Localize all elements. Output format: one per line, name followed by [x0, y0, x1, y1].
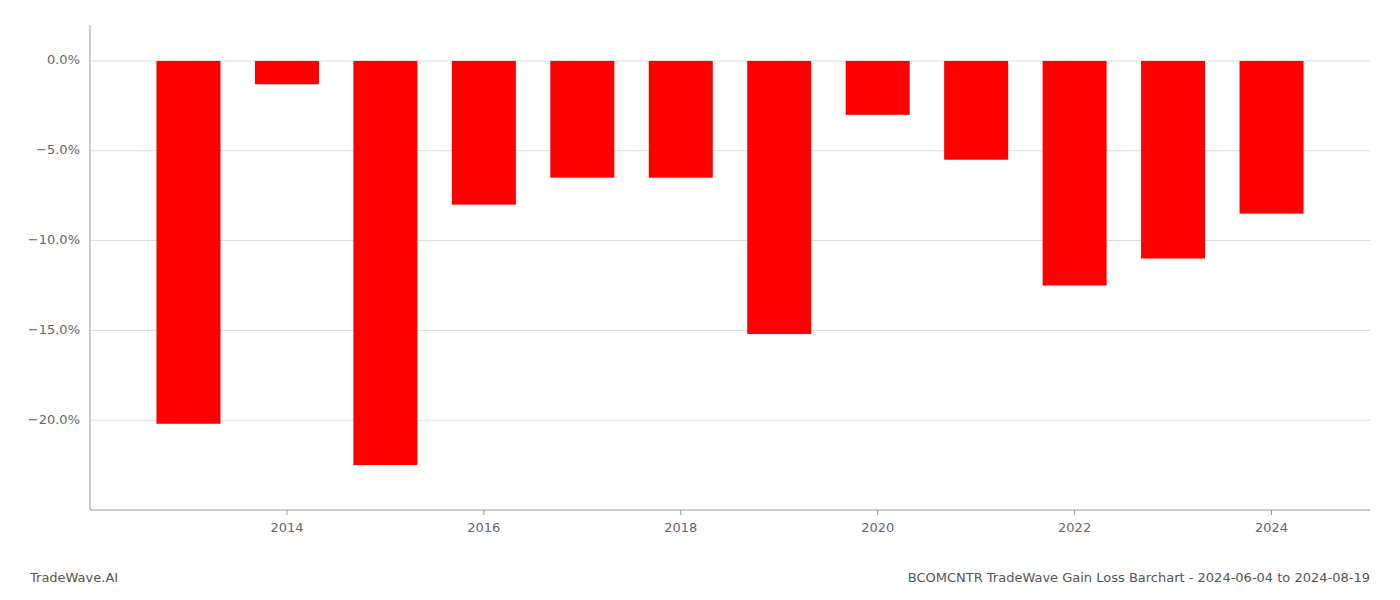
chart: 0.0% −5.0% −10.0% −15.0% −20.0% 2014 2016 2018 2… [0, 0, 1400, 600]
x-tick-label: 2024 [1255, 520, 1288, 535]
x-tick [680, 510, 681, 515]
bar [649, 61, 713, 178]
x-tick-label: 2018 [664, 520, 697, 535]
footer: TradeWave.AI [29, 570, 118, 585]
grid-line [90, 420, 1370, 421]
y-tick-label: −20.0% [28, 412, 80, 427]
y-tick-label: −10.0% [28, 232, 80, 247]
y-tick-label: −15.0% [28, 322, 80, 337]
bar [452, 61, 516, 205]
chart-container: 0.0% −5.0% −10.0% −15.0% −20.0% 2014 2016 2018 2… [0, 0, 1400, 600]
bar [156, 61, 220, 424]
grid-line [90, 330, 1370, 331]
bar [944, 61, 1008, 160]
title: BCOMCNTR TradeWave Gain Loss Barchart - … [908, 570, 1370, 585]
x-tick [483, 510, 484, 515]
bar [353, 61, 417, 465]
bar [747, 61, 811, 334]
bar [255, 61, 319, 84]
bar [1043, 61, 1107, 286]
bar [550, 61, 614, 178]
bars [156, 61, 1303, 465]
x-tick [1074, 510, 1075, 515]
y-axis-line [90, 25, 91, 510]
y-tick-label: −5.0% [36, 142, 80, 157]
grid [90, 61, 1370, 420]
bar [1240, 61, 1304, 214]
x-axis-line [90, 510, 1370, 511]
x-tick [286, 510, 287, 515]
x-tick-label: 2020 [861, 520, 894, 535]
x-tick [877, 510, 878, 515]
y-tick-label: 0.0% [47, 52, 80, 67]
x-tick-label: 2014 [270, 520, 303, 535]
x-tick-label: 2022 [1058, 520, 1091, 535]
x-tick-label: 2016 [467, 520, 500, 535]
x-tick [1271, 510, 1272, 515]
bar [1141, 61, 1205, 259]
bar [846, 61, 910, 115]
